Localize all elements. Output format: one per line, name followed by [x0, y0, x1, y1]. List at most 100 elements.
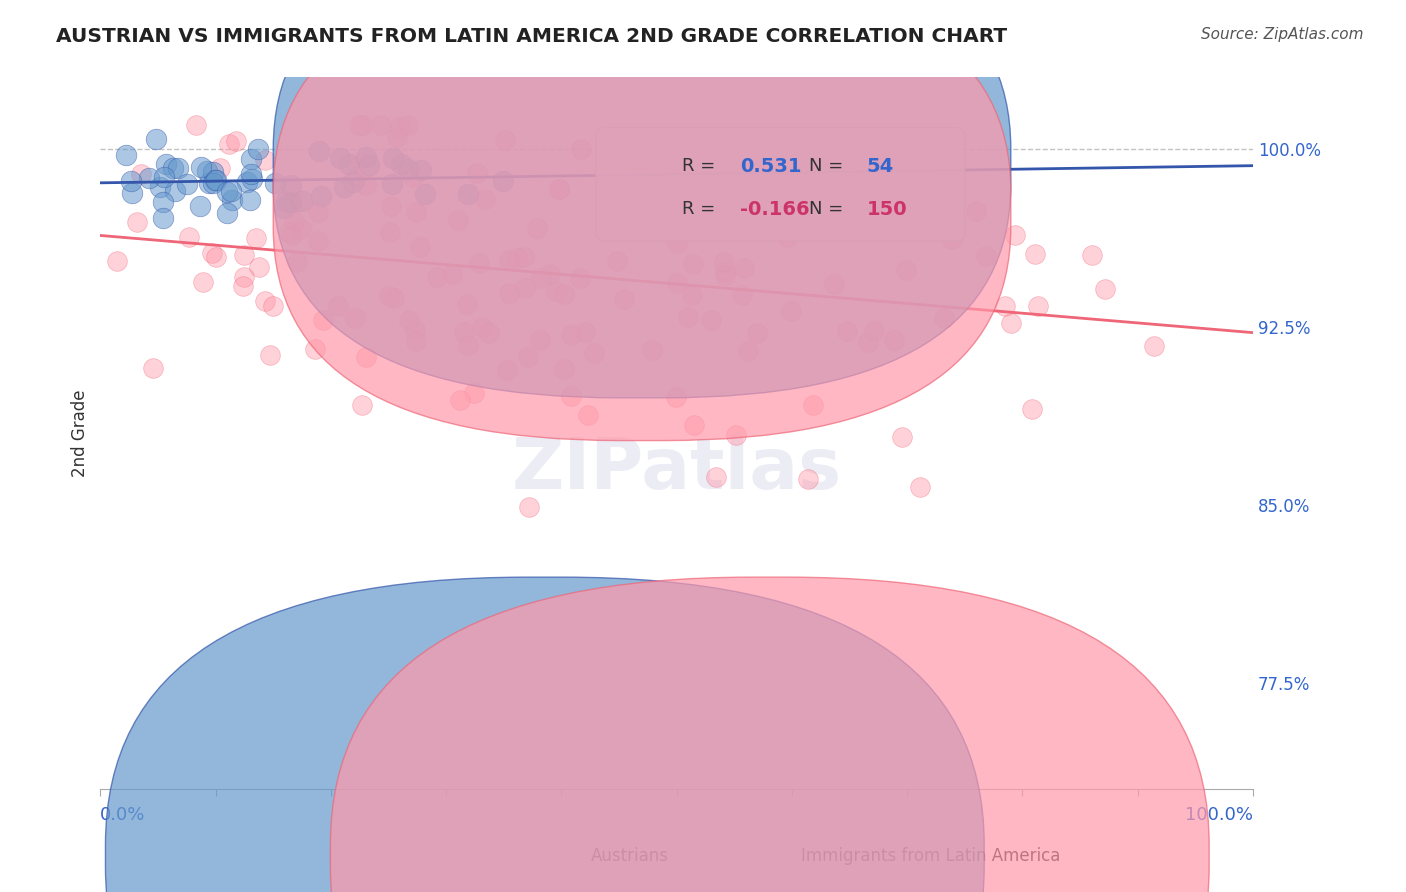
Point: [513, 281, 536, 295]
Point: [1094, 282, 1116, 296]
Point: [396, 162, 419, 177]
Point: [240, 172, 263, 186]
Point: [309, 188, 332, 202]
Point: [498, 286, 520, 301]
Point: [553, 286, 575, 301]
Text: Source: ZipAtlas.com: Source: ZipAtlas.com: [1201, 27, 1364, 42]
Point: [478, 326, 501, 340]
Point: [283, 213, 305, 227]
Point: [197, 177, 219, 191]
Point: [498, 252, 520, 267]
Point: [666, 276, 689, 290]
Point: [190, 160, 212, 174]
Point: [354, 350, 377, 364]
Y-axis label: 2nd Grade: 2nd Grade: [72, 390, 89, 477]
Point: [517, 500, 540, 515]
Point: [747, 326, 769, 340]
Point: [582, 346, 605, 360]
Point: [225, 134, 247, 148]
Point: [682, 257, 704, 271]
Point: [495, 363, 517, 377]
Point: [1000, 316, 1022, 330]
Point: [725, 428, 748, 442]
Point: [378, 225, 401, 239]
Point: [803, 136, 825, 150]
Point: [285, 194, 308, 209]
Point: [142, 361, 165, 376]
Point: [328, 300, 350, 314]
Point: [217, 205, 239, 219]
Point: [165, 184, 187, 198]
Point: [201, 165, 224, 179]
Point: [449, 392, 471, 407]
Point: [606, 254, 628, 268]
Point: [201, 176, 224, 190]
Point: [277, 196, 299, 211]
Point: [704, 469, 727, 483]
Point: [915, 209, 938, 223]
Point: [530, 270, 553, 285]
Point: [457, 338, 479, 352]
Point: [409, 240, 432, 254]
Point: [655, 196, 678, 211]
Point: [276, 194, 298, 208]
Point: [1024, 247, 1046, 261]
Point: [308, 144, 330, 158]
Point: [426, 270, 449, 285]
Point: [547, 181, 569, 195]
Point: [238, 194, 260, 208]
Point: [240, 167, 263, 181]
Point: [544, 284, 567, 298]
Point: [776, 230, 799, 244]
Point: [381, 177, 404, 191]
Point: [152, 195, 174, 210]
Point: [856, 335, 879, 350]
Point: [152, 170, 174, 185]
Point: [568, 271, 591, 285]
Point: [167, 161, 190, 175]
Point: [405, 334, 427, 348]
Point: [307, 205, 329, 219]
Point: [440, 267, 463, 281]
Point: [129, 167, 152, 181]
Text: 0.0%: 0.0%: [100, 806, 146, 824]
Point: [553, 362, 575, 376]
Point: [262, 299, 284, 313]
Point: [195, 163, 218, 178]
Point: [380, 198, 402, 212]
Point: [387, 130, 409, 145]
Point: [254, 293, 277, 308]
Point: [329, 152, 352, 166]
Point: [891, 199, 914, 213]
Point: [516, 350, 538, 364]
Text: N =: N =: [808, 158, 844, 176]
Point: [737, 343, 759, 358]
Point: [204, 251, 226, 265]
Point: [152, 211, 174, 226]
Point: [280, 228, 302, 243]
Point: [976, 249, 998, 263]
Text: -0.166: -0.166: [740, 200, 810, 219]
Point: [494, 133, 516, 147]
Point: [191, 275, 214, 289]
Point: [470, 320, 492, 334]
Point: [217, 185, 239, 199]
Point: [665, 390, 688, 404]
Point: [707, 220, 730, 235]
Point: [547, 182, 569, 196]
Point: [370, 118, 392, 132]
Point: [538, 267, 561, 281]
Point: [837, 324, 859, 338]
Point: [463, 385, 485, 400]
Point: [259, 348, 281, 362]
Text: R =: R =: [682, 200, 716, 219]
Point: [347, 118, 370, 132]
Point: [529, 333, 551, 347]
Point: [239, 152, 262, 166]
Point: [823, 277, 845, 292]
Point: [576, 408, 599, 422]
FancyBboxPatch shape: [596, 128, 965, 241]
Point: [121, 186, 143, 200]
Point: [506, 251, 529, 265]
Point: [307, 234, 329, 248]
